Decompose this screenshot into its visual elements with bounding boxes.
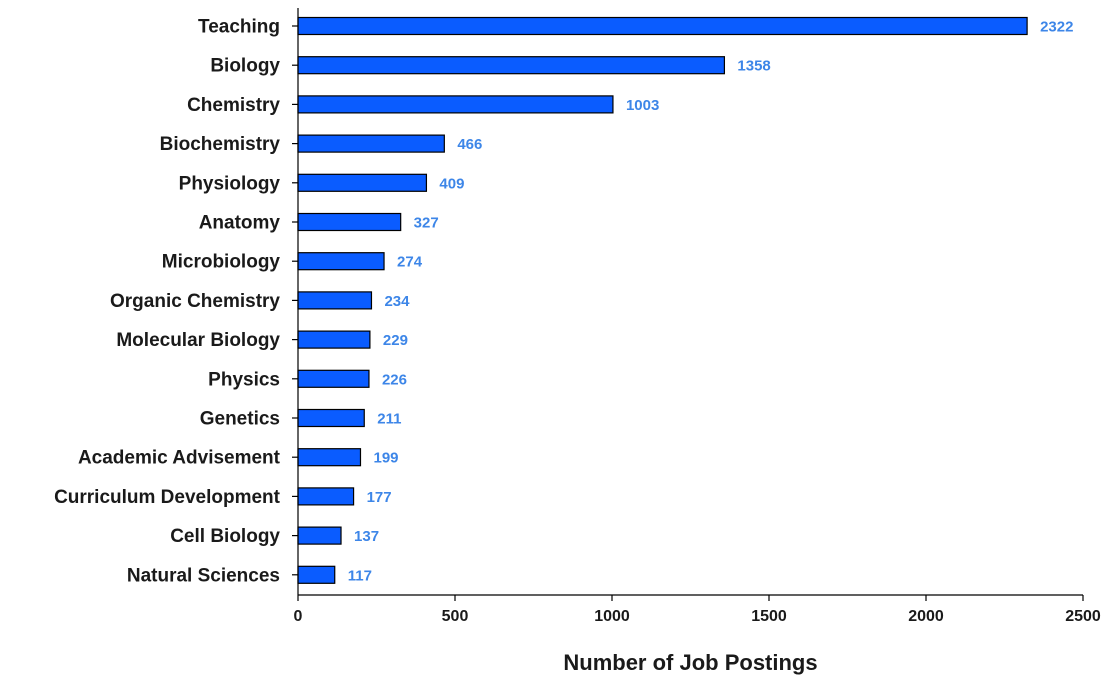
category-label-physics: Physics	[208, 369, 280, 390]
value-label-genetics: 211	[377, 411, 401, 428]
category-label-microbiology: Microbiology	[162, 252, 281, 273]
x-tick-label: 0	[294, 608, 303, 625]
bar-cell-biology	[297, 526, 342, 545]
bar-molecular-biology	[297, 330, 371, 349]
value-label-teaching: 2322	[1040, 19, 1073, 36]
category-label-biochemistry: Biochemistry	[160, 134, 281, 155]
category-label-biology: Biology	[210, 56, 280, 77]
value-label-biology: 1358	[737, 58, 770, 75]
category-label-curriculum-development: Curriculum Development	[54, 487, 281, 508]
category-label-anatomy: Anatomy	[199, 213, 281, 234]
bar-anatomy	[297, 212, 402, 232]
bar-academic-advisement	[297, 448, 362, 467]
axes-group	[292, 8, 1083, 596]
category-label-chemistry: Chemistry	[187, 95, 280, 116]
category-label-organic-chemistry: Organic Chemistry	[110, 291, 280, 312]
value-label-anatomy: 327	[414, 215, 439, 232]
x-ticks: 0 500 1000 1500 2000 2500	[294, 595, 1101, 625]
bar-natural-sciences	[297, 565, 336, 584]
category-label-natural-sciences: Natural Sciences	[127, 565, 280, 586]
value-label-biochemistry: 466	[457, 136, 482, 153]
bar-chemistry	[297, 95, 614, 114]
bar-biochemistry	[297, 134, 445, 153]
x-axis-title: Number of Job Postings	[563, 650, 817, 675]
category-label-genetics: Genetics	[200, 409, 280, 430]
x-tick-label: 1000	[594, 608, 630, 625]
value-label-microbiology: 274	[397, 254, 423, 271]
bar-organic-chemistry	[297, 291, 373, 310]
value-label-natural-sciences: 117	[348, 567, 372, 584]
category-label-molecular-biology: Molecular Biology	[116, 330, 280, 351]
value-label-chemistry: 1003	[626, 97, 659, 114]
value-labels: 2322 1358 1003 466 409 327 274 234 229 226 211 199 1…	[348, 19, 1074, 585]
x-tick-label: 2000	[908, 608, 944, 625]
value-label-cell-biology: 137	[354, 528, 379, 545]
bar-physics	[297, 369, 370, 388]
category-label-cell-biology: Cell Biology	[170, 526, 280, 547]
x-tick-label: 2500	[1065, 608, 1101, 625]
value-label-molecular-biology: 229	[383, 332, 408, 349]
category-label-physiology: Physiology	[179, 173, 281, 194]
category-labels: Teaching Biology Chemistry Biochemistry Phys…	[54, 17, 281, 587]
value-label-physiology: 409	[439, 175, 464, 192]
value-label-curriculum-development: 177	[367, 489, 392, 506]
bar-genetics	[297, 408, 365, 428]
bar-curriculum-development	[297, 487, 355, 506]
bar-teaching	[297, 16, 1028, 36]
category-label-teaching: Teaching	[198, 17, 280, 38]
bar-biology	[297, 56, 726, 75]
category-label-academic-advisement: Academic Advisement	[78, 448, 281, 469]
bar-physiology	[297, 173, 428, 192]
x-tick-label: 1500	[751, 608, 787, 625]
value-label-academic-advisement: 199	[373, 450, 398, 467]
x-tick-label: 500	[442, 608, 469, 625]
value-label-physics: 226	[382, 371, 407, 388]
bar-microbiology	[297, 252, 385, 271]
value-label-organic-chemistry: 234	[384, 293, 410, 310]
